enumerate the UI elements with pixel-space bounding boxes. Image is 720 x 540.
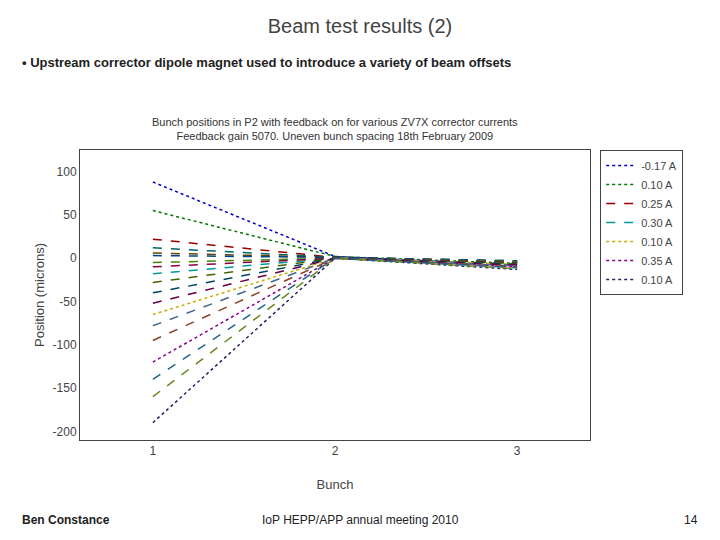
svg-text:1: 1 [150, 444, 157, 458]
svg-text:-200: -200 [53, 425, 77, 439]
svg-text:Bunch: Bunch [317, 477, 354, 492]
svg-text:50: 50 [63, 208, 77, 222]
svg-text:0.10 A: 0.10 A [641, 236, 673, 248]
svg-text:Position (microns): Position (microns) [32, 243, 47, 347]
svg-text:-50: -50 [59, 295, 77, 309]
svg-text:-150: -150 [53, 381, 77, 395]
svg-text:0.35 A: 0.35 A [641, 255, 673, 267]
svg-text:0.10 A: 0.10 A [641, 274, 673, 286]
svg-text:3: 3 [514, 444, 521, 458]
svg-text:0.10 A: 0.10 A [641, 179, 673, 191]
svg-text:Ben Constance: Ben Constance [22, 513, 110, 527]
svg-text:-0.17 A: -0.17 A [641, 160, 677, 172]
svg-text:Beam test results (2): Beam test results (2) [268, 15, 453, 37]
svg-text:0.30 A: 0.30 A [641, 217, 673, 229]
svg-text:• Upstream corrector dipole ma: • Upstream corrector dipole magnet used … [22, 55, 511, 70]
svg-text:-100: -100 [53, 338, 77, 352]
svg-text:IoP HEPP/APP annual meeting 20: IoP HEPP/APP annual meeting 2010 [262, 513, 459, 527]
svg-text:0.25 A: 0.25 A [641, 198, 673, 210]
svg-text:Bunch positions in P2 with fee: Bunch positions in P2 with feedback on f… [152, 116, 518, 142]
svg-text:14: 14 [684, 513, 698, 527]
svg-text:0: 0 [70, 251, 77, 265]
svg-text:2: 2 [332, 444, 339, 458]
svg-text:100: 100 [57, 165, 77, 179]
